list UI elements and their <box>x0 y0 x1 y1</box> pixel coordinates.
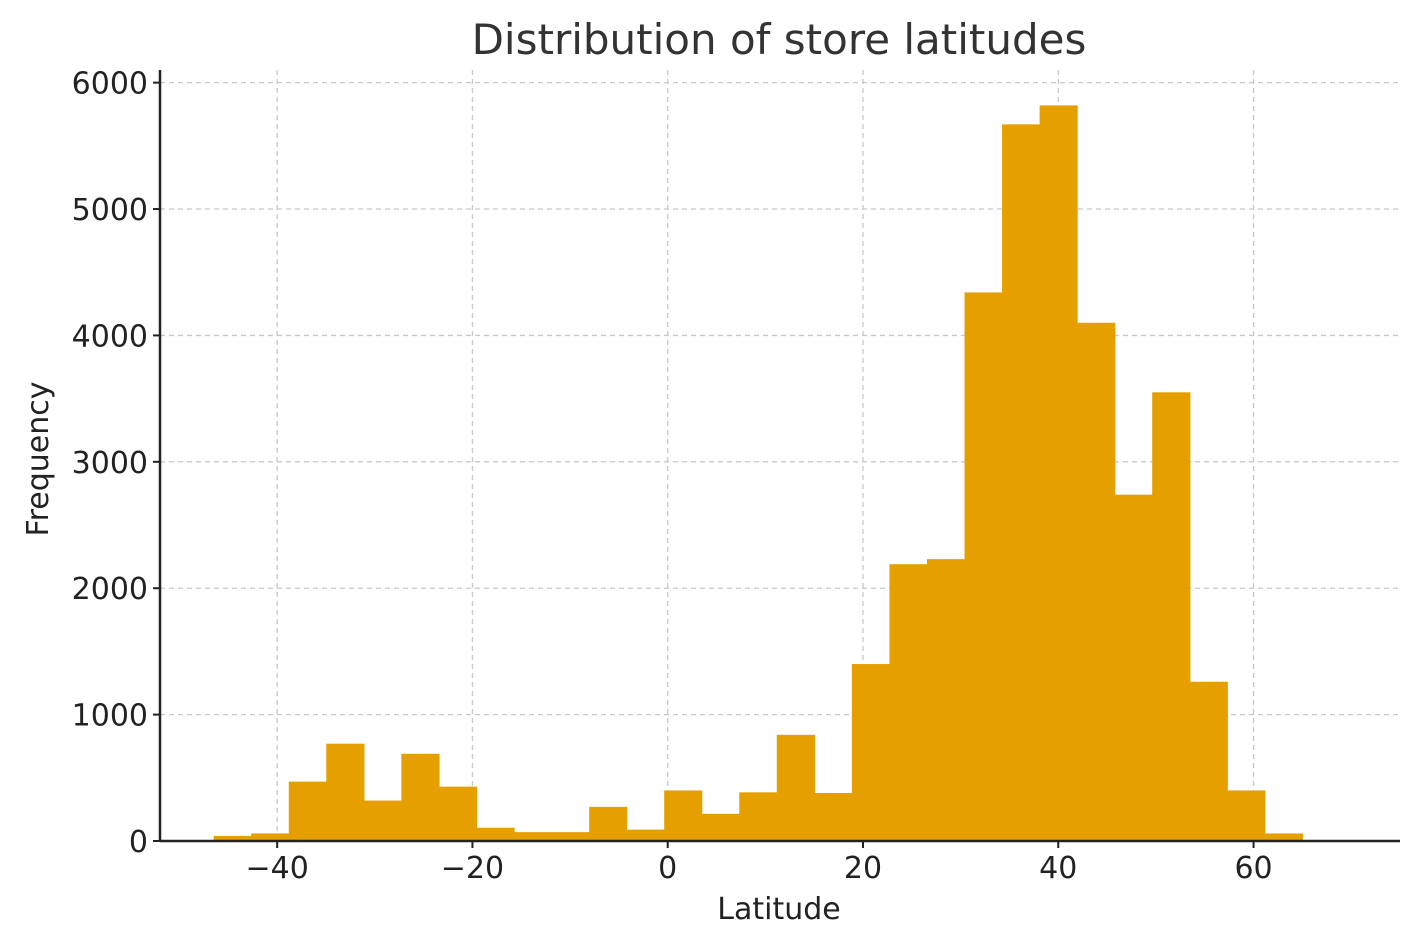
histogram-bar <box>889 564 928 841</box>
histogram-bar <box>476 827 515 841</box>
histogram-bar <box>926 559 966 841</box>
histogram-bar <box>1114 494 1153 841</box>
x-tick-label: 40 <box>1039 851 1077 886</box>
y-tick-label: 3000 <box>72 446 148 481</box>
y-tick-label: 1000 <box>72 699 148 734</box>
x-tick-label: 60 <box>1234 851 1272 886</box>
histogram-bar <box>776 734 815 841</box>
histogram-bar <box>438 786 478 841</box>
chart-title: Distribution of store latitudes <box>472 15 1087 64</box>
histogram-bar <box>739 792 778 841</box>
histogram-bar <box>1002 124 1041 841</box>
histogram-bar <box>363 800 402 841</box>
histogram-bar <box>213 835 252 841</box>
histogram-bar <box>626 829 665 841</box>
histogram-bar <box>326 743 365 841</box>
histogram-bar <box>551 832 590 841</box>
y-tick-label: 5000 <box>72 193 148 228</box>
histogram-bar <box>1152 392 1191 841</box>
histogram-bar <box>1077 322 1116 842</box>
y-tick-label: 2000 <box>72 572 148 607</box>
histogram-bar <box>1189 681 1228 841</box>
y-axis-label: Frequency <box>21 382 56 537</box>
histogram-bar <box>814 792 853 841</box>
y-tick-label: 0 <box>129 825 148 860</box>
y-tick-label: 4000 <box>72 319 148 354</box>
histogram-bar <box>589 806 628 841</box>
histogram-bar <box>1264 833 1303 841</box>
histogram-bars <box>213 105 1303 842</box>
histogram-bar <box>251 833 290 841</box>
axes <box>158 70 1400 843</box>
histogram-bar <box>1039 105 1078 842</box>
tick-labels: −40 −20 0 20 40 60 0 1000 2000 3000 4000 5000 6000 <box>72 67 1273 886</box>
histogram-bar <box>701 813 740 841</box>
x-tick-label: −20 <box>441 851 504 886</box>
histogram-bar <box>1227 790 1266 841</box>
histogram-bar <box>288 781 327 841</box>
x-tick-label: 0 <box>658 851 677 886</box>
histogram-bar <box>964 292 1003 841</box>
histogram-bar <box>401 753 440 841</box>
histogram-bar <box>851 664 891 841</box>
histogram-bar <box>514 832 553 841</box>
x-tick-label: 20 <box>844 851 882 886</box>
histogram-bar <box>664 790 703 841</box>
x-tick-label: −40 <box>246 851 309 886</box>
y-tick-label: 6000 <box>72 67 148 102</box>
x-axis-label: Latitude <box>717 892 840 927</box>
